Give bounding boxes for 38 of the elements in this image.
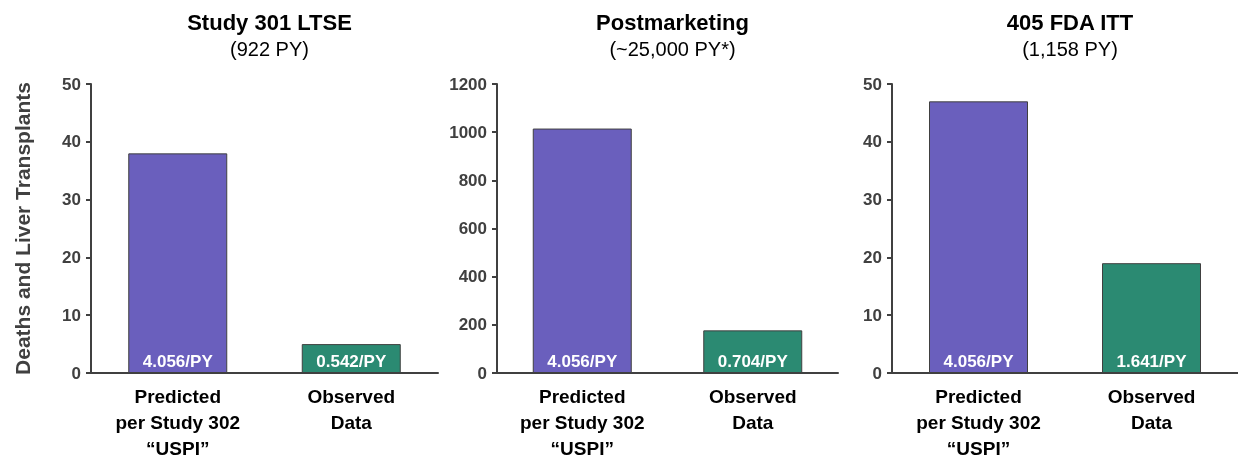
annotation: 1.641/PY [1116,352,1188,371]
y-tick-label: 1000 [449,122,487,142]
x-tick-label: Predicted per Study 302 “USPI” [115,385,241,459]
y-tick-label: 50 [62,74,81,94]
y-axis-title: Deaths and Liver Transplants [11,82,34,375]
y-tick-label: 0 [71,363,81,383]
y-tick-label: 30 [863,190,882,210]
annotation: 0.542/PY [316,352,387,371]
y-tick-label: 40 [62,132,81,152]
y-tick-label: 0 [477,363,487,383]
chart-subtitle: (1,158 PY) [1022,38,1118,60]
x-tick-label: Observed Data [1107,385,1196,433]
annotation: 4.056/PY [943,352,1015,371]
y-tick-label: 50 [863,74,882,94]
y-tick-label: 20 [863,247,882,267]
y-tick-label: 30 [62,190,81,210]
chart-subtitle: (922 PY) [230,38,309,60]
y-tick-label: 400 [458,267,487,287]
x-tick-label: Observed Data [307,385,396,433]
y-tick-label: 200 [458,315,487,335]
y-tick-label: 10 [62,305,81,325]
y-tick-label: 10 [863,305,882,325]
y-tick-label: 800 [458,170,487,190]
y-tick-label: 600 [458,219,487,238]
chart-title: Postmarketing [596,9,749,35]
y-tick-label: 20 [62,247,81,267]
y-tick-label: 40 [863,132,882,152]
chart-title: Study 301 LTSE [187,9,352,35]
chart-title: 405 FDA ITT [1006,9,1134,35]
y-tick-label: 0 [872,363,882,383]
x-tick-label: Predicted per Study 302 “USPI” [916,385,1041,459]
y-tick-label: 1200 [449,74,487,94]
x-tick-label: Observed Data [708,385,797,433]
x-tick-label: Predicted per Study 302 “USPI” [519,385,645,459]
chart-subtitle: (~25,000 PY*) [609,38,736,60]
annotation: 0.704/PY [717,352,789,371]
annotation: 4.056/PY [142,352,214,371]
annotation: 4.056/PY [547,352,618,371]
